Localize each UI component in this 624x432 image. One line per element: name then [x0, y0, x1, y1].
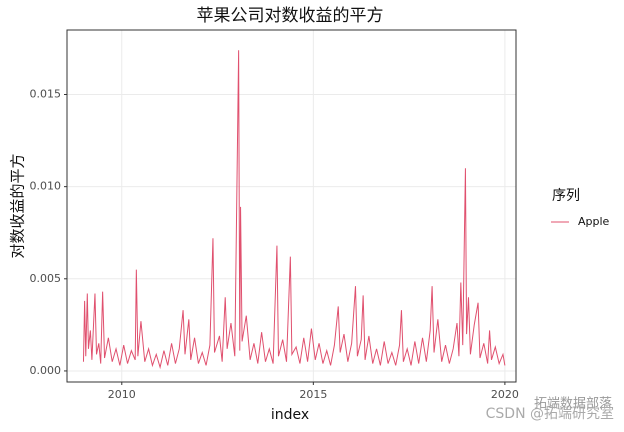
watermark: CSDN @拓端研究室 [486, 405, 614, 422]
x-tick-label: 2020 [491, 388, 519, 401]
x-tick-label: 2010 [108, 388, 136, 401]
series-line [82, 50, 506, 370]
legend-label: Apple [578, 215, 610, 228]
y-tick-label: 0.005 [30, 272, 62, 285]
y-tick-label: 0.010 [30, 180, 62, 193]
panel-border [66, 29, 517, 383]
legend-title: 序列 [552, 188, 580, 204]
x-tick-label: 2015 [299, 388, 327, 401]
y-tick-label: 0.000 [30, 364, 62, 377]
y-axis-label: 对数收益的平方 [9, 153, 27, 258]
x-axis-label: index [271, 407, 309, 423]
y-tick-label: 0.015 [30, 88, 62, 101]
watermark: 拓端数据部落 [534, 397, 612, 412]
chart-title: 苹果公司对数收益的平方 [197, 6, 384, 26]
